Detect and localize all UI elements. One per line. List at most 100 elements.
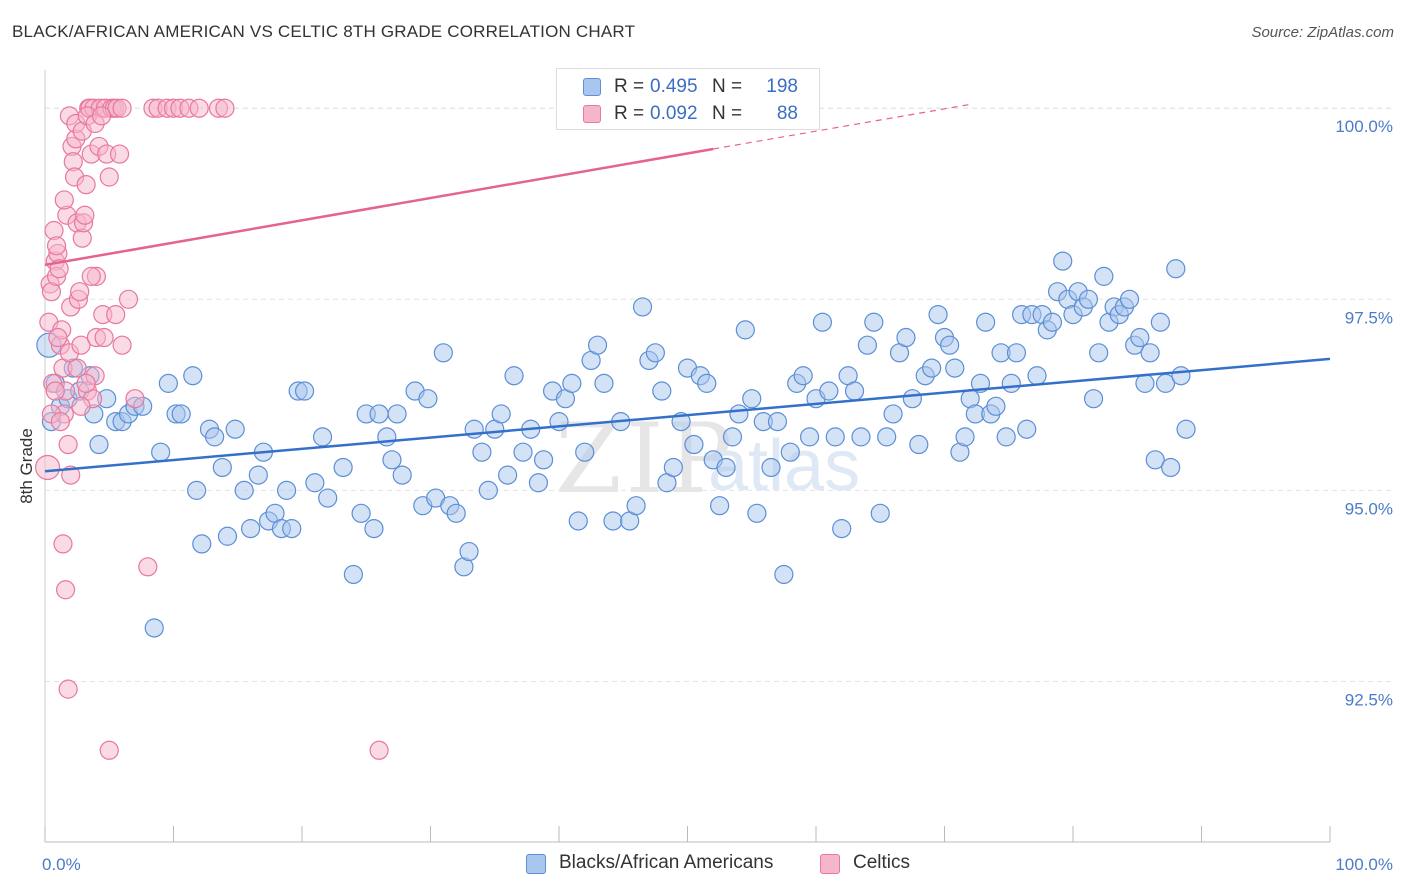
point-blacks — [767, 412, 788, 432]
point-blacks — [774, 564, 794, 585]
chart-title: BLACK/AFRICAN AMERICAN VS CELTIC 8TH GRA… — [12, 22, 636, 41]
point-blacks — [217, 526, 238, 546]
y-tick-label: 100.0% — [1335, 117, 1393, 136]
point-blacks — [940, 335, 960, 355]
point-blacks — [1094, 266, 1114, 286]
point-blacks — [799, 427, 820, 447]
point-celtics — [81, 266, 101, 286]
point-blacks — [1006, 343, 1027, 363]
point-blacks — [896, 327, 916, 348]
point-celtics — [45, 381, 65, 401]
point-blacks — [1150, 312, 1170, 332]
point-blacks — [282, 519, 302, 539]
point-blacks — [318, 488, 338, 508]
legend-r-label: R = — [614, 103, 645, 124]
point-blacks — [603, 511, 623, 531]
point-blacks — [825, 427, 845, 447]
point-celtics — [34, 454, 61, 481]
point-blacks — [192, 534, 212, 554]
x-tick-label: 0.0% — [42, 855, 81, 874]
point-celtics — [50, 412, 71, 432]
point-blacks — [382, 450, 402, 470]
legend-swatch-pink — [583, 105, 601, 123]
point-blacks — [1042, 312, 1063, 332]
point-blacks — [212, 457, 232, 478]
x-tick-label: 100.0% — [1335, 855, 1393, 874]
point-blacks — [513, 442, 533, 462]
point-blacks — [587, 335, 608, 355]
point-blacks — [491, 404, 511, 424]
point-blacks — [418, 389, 438, 409]
point-blacks — [205, 427, 225, 447]
point-blacks — [902, 389, 922, 409]
point-celtics — [189, 98, 209, 118]
point-celtics — [106, 304, 126, 325]
point-celtics — [76, 373, 96, 393]
point-celtics — [58, 434, 78, 455]
point-blacks — [387, 404, 407, 424]
legend-n-label: N = — [712, 103, 743, 124]
point-blacks — [1161, 457, 1181, 478]
point-blacks — [1166, 259, 1186, 279]
legend-n-value: 88 — [776, 103, 798, 124]
point-blacks — [234, 480, 254, 500]
point-blacks — [478, 480, 498, 500]
source-label: Source: ZipAtlas.com — [1251, 24, 1394, 41]
point-blacks — [864, 312, 884, 332]
point-blacks — [722, 427, 743, 447]
point-blacks — [151, 442, 171, 462]
point-blacks — [1145, 450, 1165, 470]
point-celtics — [48, 327, 68, 348]
legend-swatch-pink — [820, 854, 840, 874]
legend-label-blacks: Blacks/African Americans — [559, 852, 774, 873]
point-celtics — [70, 282, 90, 302]
point-blacks — [922, 358, 942, 378]
point-blacks — [793, 366, 813, 386]
tick-labels: 100.0% 97.5% 95.0% 92.5% 0.0% 100.0% — [42, 117, 1393, 874]
point-blacks — [158, 373, 178, 393]
point-blacks — [248, 465, 268, 485]
point-blacks — [1130, 327, 1150, 348]
point-blacks — [568, 511, 588, 531]
point-celtics — [46, 236, 67, 256]
point-blacks — [1078, 289, 1099, 309]
point-celtics — [94, 327, 114, 348]
legend-row-blacks: R = 0.495 N = 198 — [557, 74, 819, 100]
point-blacks — [1089, 343, 1109, 363]
point-blacks — [351, 503, 371, 523]
point-celtics — [67, 358, 87, 378]
point-celtics — [71, 335, 91, 355]
point-blacks — [928, 304, 948, 325]
point-blacks — [1171, 366, 1191, 386]
legend-r-value: 0.495 — [650, 76, 698, 97]
trend-line-celtics — [44, 147, 714, 267]
trend-lines — [44, 103, 1331, 473]
point-blacks — [851, 427, 871, 447]
point-blacks — [364, 519, 384, 539]
point-blacks — [183, 366, 203, 386]
point-blacks — [626, 496, 646, 516]
point-blacks — [909, 434, 929, 455]
point-blacks — [1176, 419, 1196, 439]
point-blacks — [575, 442, 595, 462]
point-blacks — [562, 373, 582, 393]
point-blacks — [812, 312, 833, 332]
point-blacks — [333, 457, 353, 478]
point-celtics — [369, 740, 389, 760]
point-celtics — [99, 740, 119, 760]
point-blacks — [883, 404, 903, 424]
point-blacks — [528, 473, 549, 493]
point-blacks — [294, 381, 315, 401]
point-blacks — [844, 381, 865, 401]
point-blacks — [742, 389, 762, 409]
point-blacks — [652, 381, 672, 401]
y-tick-label: 97.5% — [1345, 308, 1393, 327]
point-blacks — [761, 457, 781, 478]
point-celtics — [109, 144, 130, 164]
point-celtics — [54, 190, 74, 210]
point-blacks — [343, 564, 363, 585]
point-blacks — [632, 297, 653, 317]
point-celtics — [91, 106, 112, 126]
point-celtics — [138, 557, 158, 577]
point-blacks — [276, 480, 297, 500]
